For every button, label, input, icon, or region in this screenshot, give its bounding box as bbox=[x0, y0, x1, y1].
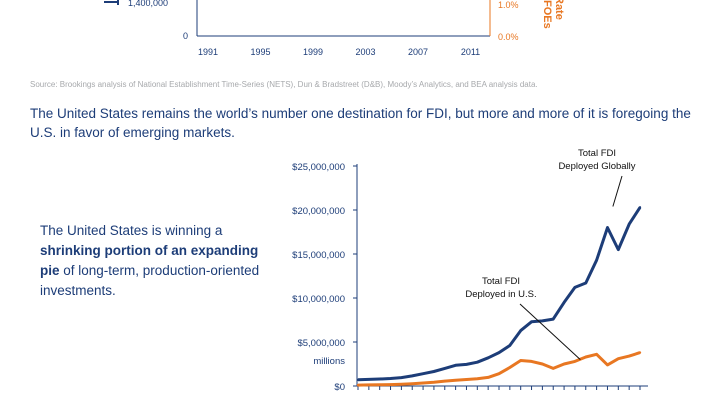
data-point bbox=[454, 378, 457, 382]
data-point bbox=[389, 383, 392, 386]
data-point bbox=[432, 381, 436, 384]
source-note: Source: Brookings analysis of National E… bbox=[30, 80, 538, 89]
data-point bbox=[432, 370, 436, 373]
data-point bbox=[465, 363, 468, 366]
data-point bbox=[400, 383, 403, 386]
y-tick-label: $20,000,000 bbox=[292, 206, 345, 217]
data-point bbox=[617, 357, 620, 360]
data-point bbox=[552, 367, 555, 370]
data-point bbox=[356, 378, 360, 382]
data-point bbox=[508, 344, 512, 347]
data-point bbox=[378, 377, 381, 381]
data-point bbox=[367, 383, 371, 387]
annotation-label: Total FDI bbox=[578, 148, 616, 159]
data-point bbox=[443, 379, 446, 383]
data-point bbox=[573, 360, 577, 363]
data-point bbox=[627, 354, 631, 358]
data-point bbox=[389, 377, 392, 380]
data-point bbox=[411, 374, 414, 378]
y-tick-label: $15,000,000 bbox=[292, 250, 345, 261]
top-x-tick-label: 1991 bbox=[198, 47, 218, 57]
top-chart: 1,400,000 0 1.0% 0.0% Rate FOEs 1991 1995… bbox=[104, 0, 565, 57]
data-point bbox=[486, 376, 490, 379]
data-point bbox=[562, 301, 566, 304]
data-point bbox=[541, 319, 544, 323]
data-point bbox=[378, 383, 381, 386]
annotation-label: Deployed Globally bbox=[558, 161, 635, 172]
top-x-tick-label: 1999 bbox=[303, 47, 323, 57]
data-point bbox=[508, 366, 512, 369]
data-point bbox=[443, 367, 446, 370]
top-x-tick-label: 2007 bbox=[408, 47, 428, 57]
data-point bbox=[595, 258, 598, 262]
data-point bbox=[356, 383, 360, 387]
top-left-tick-label: 0 bbox=[183, 31, 188, 41]
callout-part: The United States is winning a bbox=[40, 223, 223, 238]
data-point bbox=[497, 372, 501, 375]
data-point bbox=[584, 281, 587, 285]
annotation-label: Total FDI bbox=[482, 276, 520, 287]
data-point bbox=[584, 355, 587, 359]
data-point bbox=[606, 363, 609, 367]
y-tick-label: $5,000,000 bbox=[297, 338, 345, 349]
data-point bbox=[552, 317, 555, 321]
data-point bbox=[638, 206, 642, 209]
top-x-tick-label: 1995 bbox=[250, 47, 270, 57]
data-point bbox=[476, 361, 479, 364]
data-point bbox=[421, 381, 425, 385]
series-line-us bbox=[357, 351, 641, 387]
annotation-leader-line bbox=[519, 303, 581, 360]
data-point bbox=[454, 364, 457, 367]
data-point bbox=[530, 320, 533, 323]
y-tick-label: $25,000,000 bbox=[292, 162, 345, 173]
data-point bbox=[421, 372, 425, 375]
top-right-axis-title-fragment: FOEs bbox=[541, 0, 553, 29]
data-point bbox=[519, 329, 522, 332]
top-left-tick-label: 1,400,000 bbox=[128, 0, 168, 8]
intro-text: The United States remains the world’s nu… bbox=[30, 106, 691, 140]
callout-text: The United States is winning a shrinking… bbox=[40, 221, 280, 301]
data-point bbox=[519, 359, 522, 362]
data-point bbox=[497, 351, 501, 354]
data-point bbox=[617, 248, 620, 251]
data-point bbox=[465, 378, 468, 381]
callout-bold: shrinking portion of an expanding pie bbox=[40, 243, 259, 278]
top-right-tick-label: 1.0% bbox=[498, 0, 519, 10]
data-point bbox=[573, 286, 577, 289]
y-unit-label: millions bbox=[313, 356, 345, 367]
data-point bbox=[606, 226, 609, 229]
data-point bbox=[486, 356, 490, 360]
data-point bbox=[476, 377, 479, 380]
data-point bbox=[367, 378, 371, 381]
data-point bbox=[627, 222, 631, 226]
callout-part: of long-term, production-oriented invest… bbox=[40, 263, 260, 298]
y-tick-label: $0 bbox=[334, 382, 345, 393]
top-right-axis-title-fragment: Rate bbox=[553, 0, 565, 20]
data-point bbox=[562, 362, 566, 366]
y-tick-label: $10,000,000 bbox=[292, 294, 345, 305]
data-point bbox=[530, 360, 533, 363]
top-x-tick-label: 2011 bbox=[461, 47, 480, 57]
annotation-label: Deployed in U.S. bbox=[465, 289, 536, 300]
data-point bbox=[400, 376, 403, 379]
data-point bbox=[541, 362, 544, 366]
data-point bbox=[638, 351, 642, 354]
top-x-tick-label: 2003 bbox=[355, 47, 375, 57]
data-point bbox=[595, 353, 598, 356]
annotation-leader-line bbox=[612, 175, 623, 207]
data-point bbox=[411, 382, 414, 385]
top-right-tick-label: 0.0% bbox=[498, 32, 519, 42]
